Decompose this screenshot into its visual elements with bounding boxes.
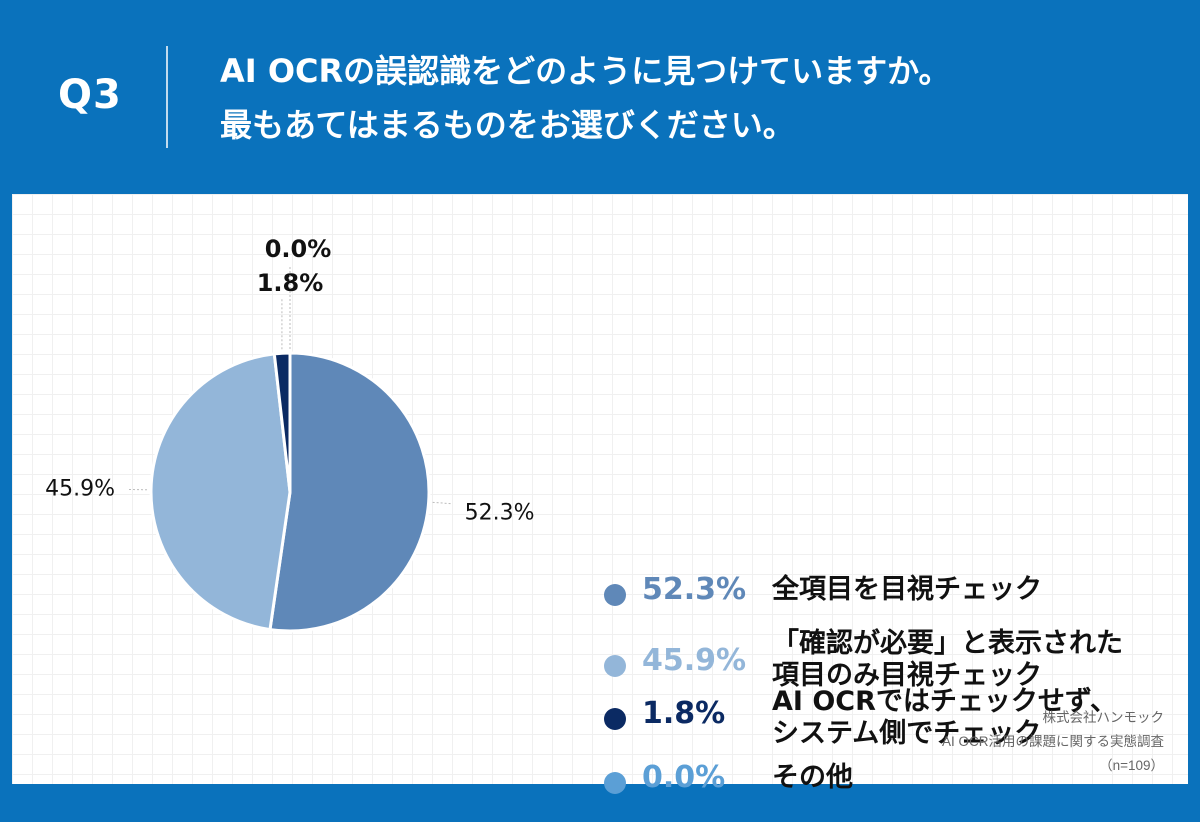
legend-swatch	[604, 584, 626, 606]
legend-percent: 45.9%	[642, 643, 746, 678]
chart-card: 52.3% 45.9% 1.8% 0.0% 52.3% 全項目を目視チェック 45.9…	[12, 194, 1188, 784]
source-sample: （n=109）	[942, 754, 1164, 778]
legend-percent: 1.8%	[642, 696, 725, 731]
data-label: 45.9%	[45, 476, 115, 501]
legend-percent: 52.3%	[642, 572, 746, 607]
legend-swatch	[604, 772, 626, 794]
legend-swatch	[604, 655, 626, 677]
question-line-1: AI OCRの誤認識をどのように見つけていますか。	[220, 44, 951, 98]
header-divider	[166, 46, 168, 148]
legend-swatch	[604, 708, 626, 730]
data-label: 52.3%	[465, 501, 535, 526]
question-header: Q3 AI OCRの誤認識をどのように見つけていますか。 最もあてはまるものをお…	[0, 0, 1200, 190]
question-number: Q3	[58, 72, 122, 118]
question-text: AI OCRの誤認識をどのように見つけていますか。 最もあてはまるものをお選びく…	[220, 44, 951, 152]
pie-slice	[151, 354, 290, 630]
legend-label: 全項目を目視チェック	[772, 574, 1182, 606]
source-company: 株式会社ハンモック	[942, 706, 1164, 730]
leader-line	[433, 502, 451, 503]
legend-label: 「確認が必要」と表示された 項目のみ目視チェック	[772, 628, 1182, 692]
data-label: 0.0%	[265, 235, 332, 263]
question-line-2: 最もあてはまるものをお選びください。	[220, 98, 951, 152]
source-note: 株式会社ハンモック AI OCR活用の課題に関する実態調査 （n=109）	[942, 706, 1164, 778]
pie-slice	[270, 353, 429, 631]
legend-percent: 0.0%	[642, 760, 725, 795]
source-survey: AI OCR活用の課題に関する実態調査	[942, 730, 1164, 754]
